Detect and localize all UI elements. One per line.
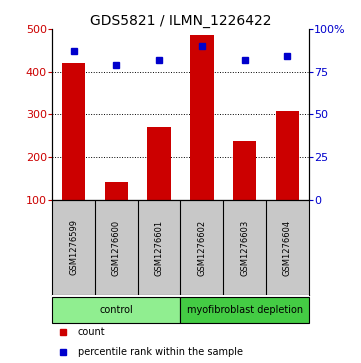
FancyBboxPatch shape xyxy=(52,297,180,323)
Text: GSM1276603: GSM1276603 xyxy=(240,219,249,276)
Text: myofibroblast depletion: myofibroblast depletion xyxy=(187,305,303,315)
Text: count: count xyxy=(78,327,106,337)
Title: GDS5821 / ILMN_1226422: GDS5821 / ILMN_1226422 xyxy=(90,14,271,28)
Bar xyxy=(233,141,256,200)
Text: GSM1276602: GSM1276602 xyxy=(197,219,206,276)
Bar xyxy=(105,183,128,200)
Text: GSM1276600: GSM1276600 xyxy=(112,219,121,276)
Text: control: control xyxy=(100,305,133,315)
Bar xyxy=(147,127,171,200)
FancyBboxPatch shape xyxy=(180,297,309,323)
Bar xyxy=(275,111,299,200)
Text: percentile rank within the sample: percentile rank within the sample xyxy=(78,347,243,357)
Text: GSM1276599: GSM1276599 xyxy=(69,220,78,276)
Polygon shape xyxy=(38,303,48,317)
Text: GSM1276601: GSM1276601 xyxy=(155,219,164,276)
Bar xyxy=(62,63,86,200)
Text: GSM1276604: GSM1276604 xyxy=(283,219,292,276)
Bar xyxy=(190,34,214,200)
